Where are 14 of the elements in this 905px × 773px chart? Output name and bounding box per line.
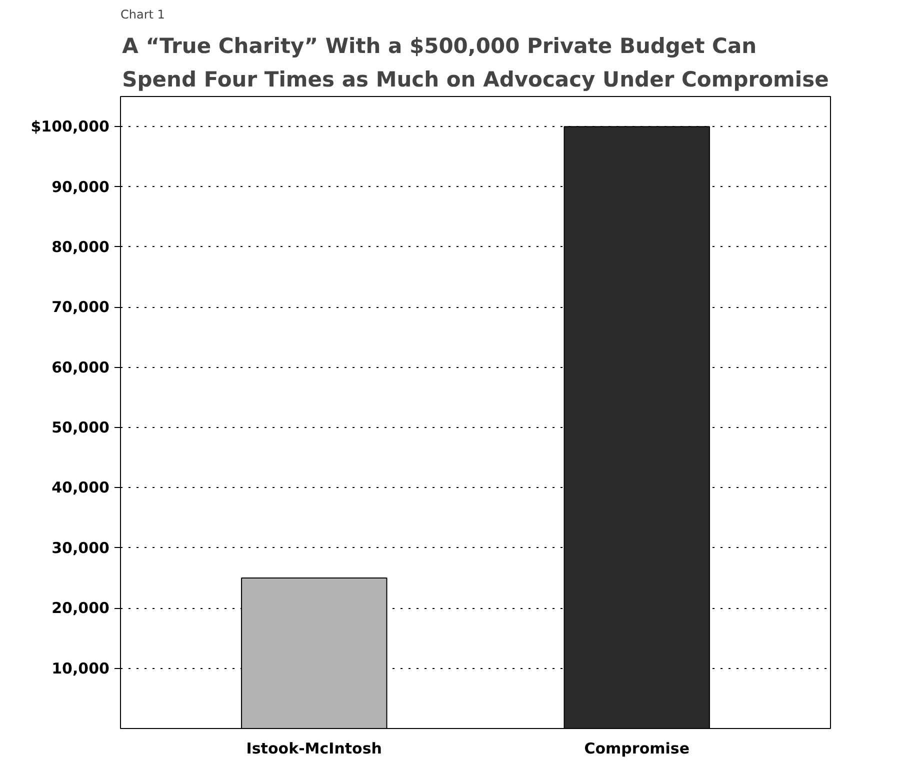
y-tick-label: 70,000: [52, 298, 110, 316]
caption: Chart 1: [120, 8, 165, 22]
y-tick-label: 10,000: [52, 659, 110, 678]
x-tick-label: Compromise: [584, 740, 690, 758]
x-tick-label: Istook-McIntosh: [246, 740, 382, 758]
y-tick-label: 50,000: [52, 418, 110, 437]
y-tick-label: 60,000: [52, 358, 110, 376]
y-tick-label: 20,000: [52, 599, 110, 618]
y-tick-label: 90,000: [52, 178, 110, 196]
y-tick-label: 30,000: [52, 538, 110, 557]
y-tick-label: 80,000: [52, 238, 110, 256]
y-tick-label: $100,000: [30, 118, 110, 136]
y-tick-label: 40,000: [52, 478, 110, 497]
chart-title: A “True Charity” With a $500,000 Private Budget Can Spend Four Times as Much on Advocacy Under Compromise: [122, 34, 829, 92]
